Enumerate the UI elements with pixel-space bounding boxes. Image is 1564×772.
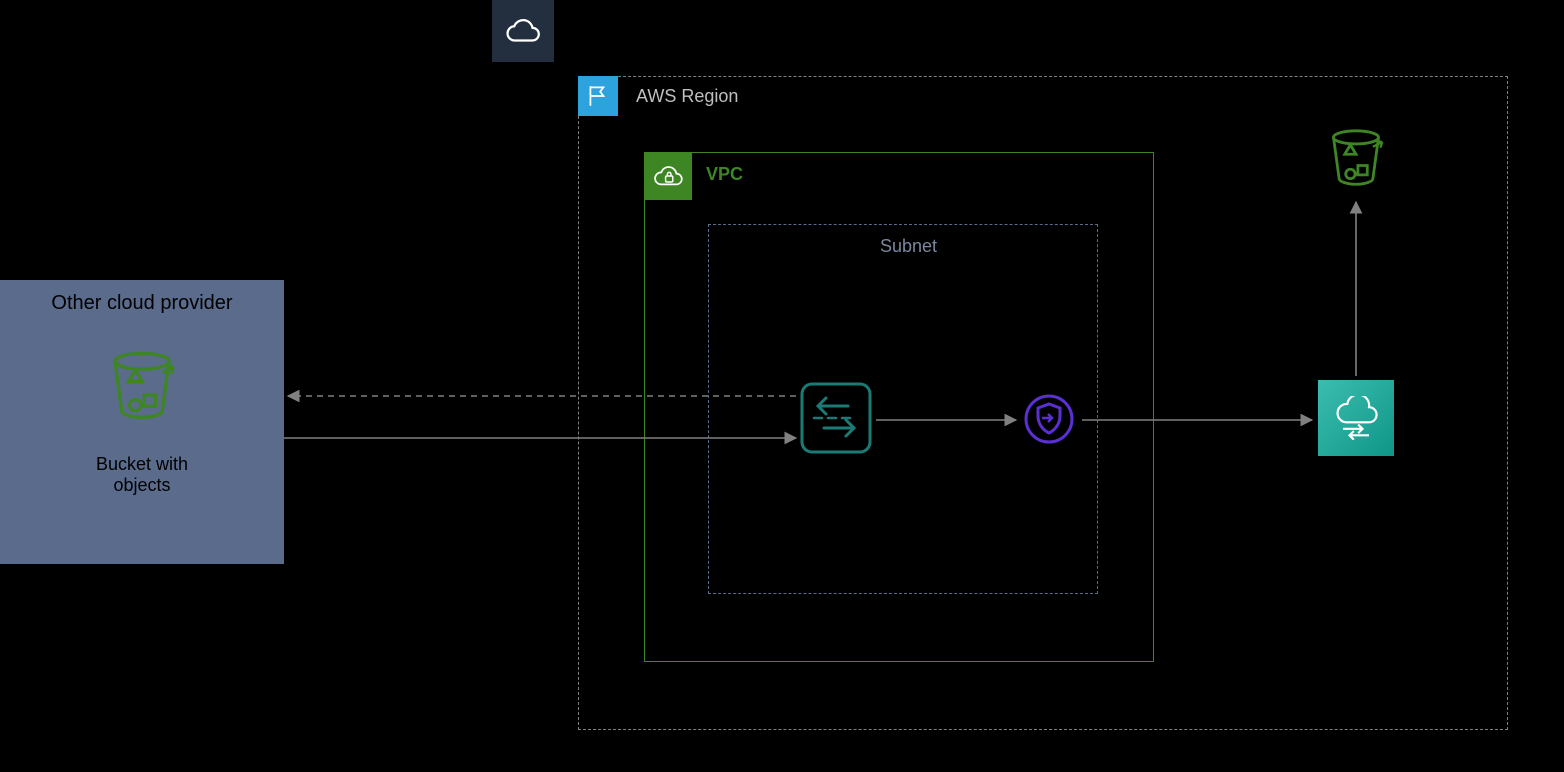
arrows-layer <box>0 0 1564 772</box>
diagram-canvas: AWS Region VPC Subnet Other cloud provid… <box>0 0 1564 772</box>
